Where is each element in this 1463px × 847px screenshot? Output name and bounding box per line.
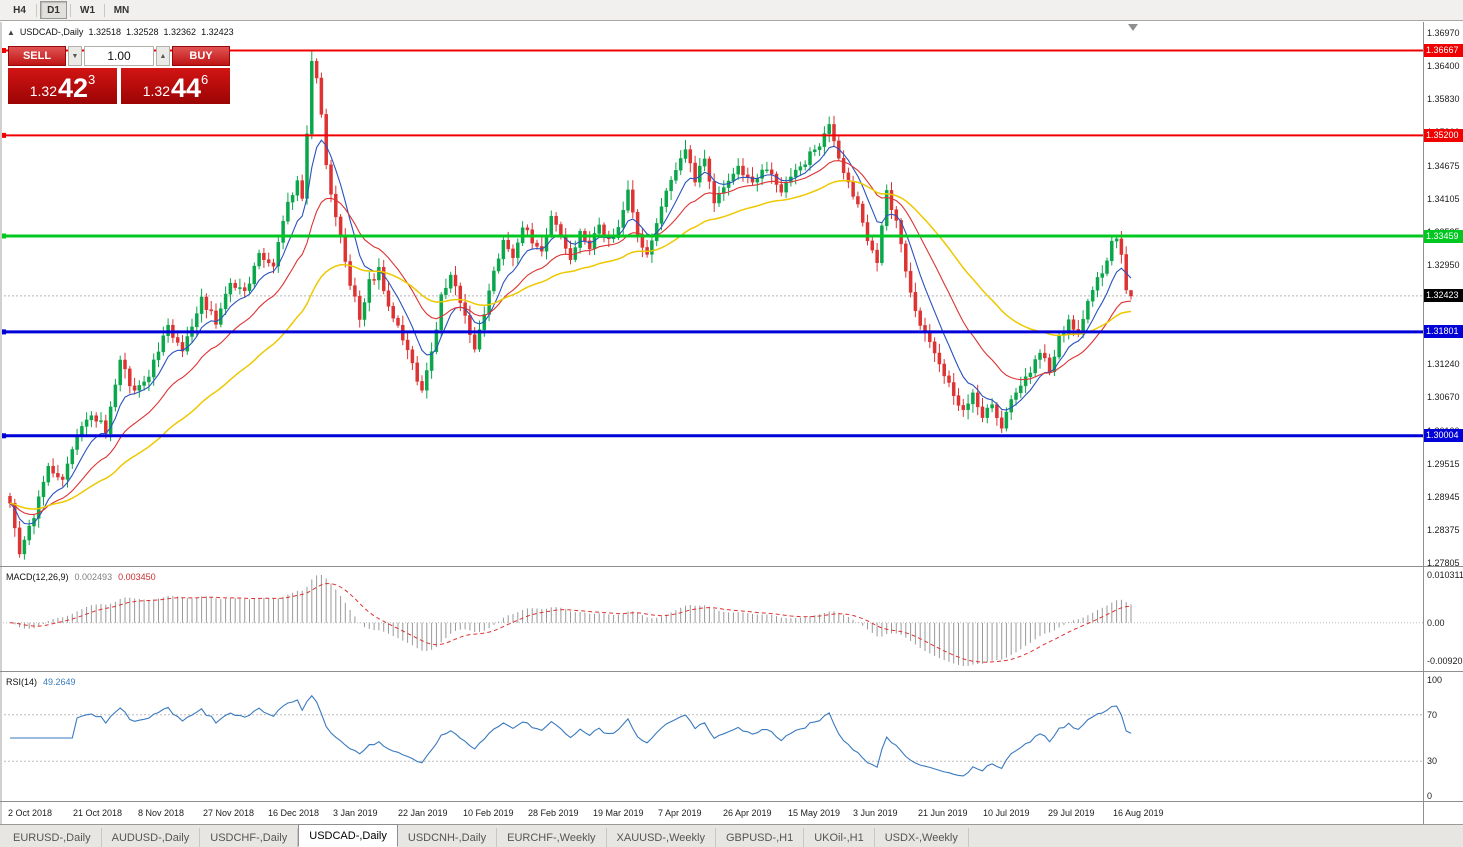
timeframe-toolbar: H4 D1 W1 MN: [0, 0, 1463, 21]
price-axis-label: 1.36970: [1427, 28, 1460, 38]
date-axis-label: 26 Apr 2019: [723, 808, 772, 818]
chart-tab[interactable]: UKOil-,H1: [804, 828, 875, 847]
price-axis-label: 1.30670: [1427, 392, 1460, 402]
panel-divider-macd[interactable]: [0, 566, 1463, 567]
panel-divider-rsi[interactable]: [0, 671, 1463, 672]
date-axis-label: 21 Oct 2018: [73, 808, 123, 818]
date-axis-label: 16 Dec 2018: [268, 808, 320, 818]
date-axis-label: 2 Oct 2018: [8, 808, 53, 818]
timeframe-button-d1[interactable]: D1: [40, 1, 67, 19]
rsi-axis-label: 70: [1427, 710, 1438, 720]
date-axis-label: 21 Jun 2019: [918, 808, 968, 818]
sell-price-main: 42: [57, 73, 89, 103]
buy-price-display[interactable]: 1.32 44 6: [121, 68, 230, 104]
rsi-value: 49.2649: [43, 677, 76, 687]
macd-axis-label: 0.00: [1427, 618, 1445, 628]
macd-name: MACD(12,26,9): [6, 572, 69, 582]
panel-divider-dates: [0, 801, 1463, 802]
date-axis[interactable]: 2 Oct 2018 21 Oct 2018 8 Nov 2018 27 Nov 20…: [0, 803, 1423, 824]
sell-price-display[interactable]: 1.32 42 3: [8, 68, 117, 104]
price-axis-label: 1.28945: [1427, 492, 1460, 502]
rsi-name: RSI(14): [6, 677, 38, 687]
sell-price-prefix: 1.32: [29, 83, 57, 99]
buy-price-prefix: 1.32: [142, 83, 170, 99]
price-axis-separator: [1423, 22, 1424, 824]
hline-price-tag: 1.30004: [1424, 429, 1463, 442]
chart-tab[interactable]: EURUSD-,Daily: [3, 828, 102, 847]
rsi-axis-label: 0: [1427, 791, 1433, 801]
current-price-tag: 1.32423: [1424, 289, 1463, 302]
date-axis-label: 8 Nov 2018: [138, 808, 185, 818]
chart-tab[interactable]: XAUUSD-,Weekly: [607, 828, 716, 847]
sell-button[interactable]: SELL: [8, 46, 66, 66]
macd-value: 0.002493: [74, 572, 113, 582]
price-axis-label: 1.34105: [1427, 194, 1460, 204]
ohlc-close: 1.32423: [201, 27, 234, 37]
price-axis-label: 1.35830: [1427, 94, 1460, 104]
date-axis-label: 10 Jul 2019: [983, 808, 1030, 818]
price-axis-label: 1.28375: [1427, 525, 1460, 535]
chart-tab[interactable]: GBPUSD-,H1: [716, 828, 805, 847]
macd-signal-value: 0.003450: [118, 572, 156, 582]
price-axis-label: 1.31240: [1427, 359, 1460, 369]
chart-shift-marker[interactable]: [1128, 24, 1138, 31]
macd-axis-label: 0.010311: [1427, 570, 1463, 580]
toolbar-separator: [36, 3, 37, 17]
one-click-collapse-icon[interactable]: ▲: [7, 27, 15, 37]
price-axis-label: 1.29515: [1427, 459, 1460, 469]
hline-price-tag: 1.35200: [1424, 129, 1463, 142]
timeframe-button-h4[interactable]: H4: [13, 4, 26, 16]
chart-tab[interactable]: USDCHF-,Daily: [200, 828, 299, 847]
volume-input[interactable]: [84, 46, 154, 66]
buy-button[interactable]: BUY: [172, 46, 230, 66]
chart-tabs-bar: EURUSD-,Daily AUDUSD-,Daily USDCHF-,Daily U…: [0, 824, 1463, 847]
ohlc-high: 1.32528: [125, 27, 159, 37]
chart-tab[interactable]: EURCHF-,Weekly: [497, 828, 607, 847]
hline-price-tag: 1.36667: [1424, 44, 1463, 57]
date-axis-label: 15 May 2019: [788, 808, 841, 818]
date-axis-label: 10 Feb 2019: [463, 808, 514, 818]
toolbar-separator: [104, 3, 105, 17]
date-axis-label: 29 Jul 2019: [1048, 808, 1095, 818]
timeframe-button-w1[interactable]: W1: [80, 4, 95, 16]
chart-tab[interactable]: USDCAD-,Daily: [298, 824, 398, 847]
chart-tab[interactable]: AUDUSD-,Daily: [102, 828, 201, 847]
macd-indicator-label: MACD(12,26,9) 0.002493 0.003450: [6, 572, 156, 582]
price-axis-label: 1.34675: [1427, 161, 1460, 171]
date-axis-label: 22 Jan 2019: [398, 808, 448, 818]
price-axis-label: 1.32950: [1427, 260, 1460, 270]
chart-tab[interactable]: USDCNH-,Daily: [398, 828, 498, 847]
volume-increase-button[interactable]: ▲: [156, 46, 170, 66]
date-axis-label: 16 Aug 2019: [1113, 808, 1164, 818]
date-axis-label: 27 Nov 2018: [203, 808, 255, 818]
volume-decrease-button[interactable]: ▼: [68, 46, 82, 66]
rsi-axis-label: 30: [1427, 756, 1438, 766]
ohlc-low: 1.32362: [163, 27, 197, 37]
sell-price-sup: 3: [88, 72, 96, 87]
rsi-indicator-label: RSI(14) 49.2649: [6, 677, 76, 687]
buy-price-main: 44: [170, 73, 202, 103]
timeframe-button-mn[interactable]: MN: [113, 4, 130, 16]
date-axis-label: 28 Feb 2019: [528, 808, 579, 818]
rsi-axis-label: 100: [1427, 675, 1443, 685]
toolbar-separator: [70, 3, 71, 17]
macd-axis-label: -0.009203: [1427, 656, 1463, 666]
ohlc-open: 1.32518: [88, 27, 121, 37]
hline-price-tag: 1.33459: [1424, 230, 1463, 243]
chart-ohlc-header: ▲ USDCAD-,Daily 1.32518 1.32528 1.32362 …: [7, 27, 234, 37]
date-axis-label: 7 Apr 2019: [658, 808, 702, 818]
date-axis-label: 3 Jun 2019: [853, 808, 898, 818]
chart-title: USDCAD-,Daily: [19, 27, 84, 37]
buy-price-sup: 6: [201, 72, 209, 87]
date-axis-label: 19 Mar 2019: [593, 808, 644, 818]
chart-workspace[interactable]: [0, 22, 1423, 802]
date-axis-label: 3 Jan 2019: [333, 808, 378, 818]
price-axis-label: 1.27805: [1427, 558, 1460, 568]
hline-price-tag: 1.31801: [1424, 325, 1463, 338]
workspace-left-edge: [0, 22, 2, 824]
price-axis-label: 1.36400: [1427, 61, 1460, 71]
chart-tab[interactable]: USDX-,Weekly: [875, 828, 969, 847]
